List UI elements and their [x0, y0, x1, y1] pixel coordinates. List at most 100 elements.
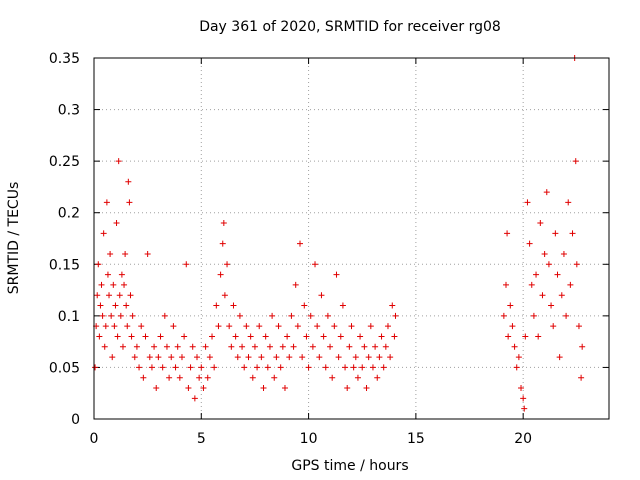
x-axis-label: GPS time / hours: [291, 458, 408, 474]
data-point: [318, 292, 325, 299]
data-point: [220, 220, 227, 227]
y-tick-label: 0.1: [58, 309, 80, 325]
data-point: [539, 292, 546, 299]
data-point: [286, 354, 293, 361]
data-point: [509, 323, 516, 330]
data-point: [122, 250, 129, 257]
data-point: [312, 261, 319, 268]
data-point: [342, 364, 349, 371]
data-point: [521, 405, 528, 412]
data-point: [258, 354, 265, 361]
data-point: [273, 354, 280, 361]
data-point: [292, 281, 299, 288]
data-point: [504, 230, 511, 237]
data-point: [365, 354, 372, 361]
data-point: [575, 323, 582, 330]
data-point: [119, 343, 126, 350]
x-tick-label: 20: [514, 431, 532, 447]
data-point: [348, 323, 355, 330]
data-point: [110, 281, 117, 288]
data-point: [181, 333, 188, 340]
data-point: [243, 323, 250, 330]
data-point: [543, 189, 550, 196]
data-point: [166, 374, 173, 381]
data-point: [545, 261, 552, 268]
plot-frame: [93, 57, 610, 420]
data-point: [363, 385, 370, 392]
data-point: [189, 343, 196, 350]
data-point: [372, 343, 379, 350]
data-point: [513, 364, 520, 371]
data-point: [254, 364, 261, 371]
data-point: [123, 302, 130, 309]
data-point: [264, 364, 271, 371]
data-point: [550, 323, 557, 330]
data-point: [307, 312, 314, 319]
data-point: [526, 240, 533, 247]
data-point: [104, 271, 111, 278]
data-point: [245, 354, 252, 361]
data-point: [262, 333, 269, 340]
data-point: [163, 343, 170, 350]
data-point: [151, 343, 158, 350]
data-point: [297, 240, 303, 247]
data-point: [118, 271, 125, 278]
data-point: [111, 323, 118, 330]
data-point: [522, 333, 529, 340]
data-point: [301, 302, 308, 309]
data-point: [200, 385, 207, 392]
data-point: [126, 199, 133, 206]
data-point: [226, 323, 233, 330]
data-point: [359, 364, 366, 371]
data-point: [174, 343, 181, 350]
data-point: [157, 333, 164, 340]
data-point: [116, 292, 123, 299]
data-point: [558, 292, 565, 299]
data-point: [277, 364, 284, 371]
data-point: [109, 354, 116, 361]
data-point: [552, 230, 559, 237]
data-point: [284, 333, 291, 340]
data-point: [572, 158, 579, 165]
data-point: [387, 354, 394, 361]
data-point: [380, 364, 387, 371]
data-point: [136, 364, 143, 371]
data-point: [202, 343, 209, 350]
data-point: [117, 312, 124, 319]
data-point: [309, 343, 316, 350]
data-point: [97, 302, 104, 309]
data-point: [537, 220, 544, 227]
data-point: [98, 281, 105, 288]
data-point: [161, 312, 168, 319]
data-point: [335, 354, 342, 361]
data-point: [339, 302, 346, 309]
data-point: [187, 364, 194, 371]
data-point: [172, 364, 179, 371]
data-point: [204, 374, 211, 381]
data-point: [125, 178, 132, 185]
data-point: [556, 354, 563, 361]
data-point: [305, 364, 312, 371]
data-point: [102, 323, 109, 330]
data-point: [503, 281, 509, 288]
data-point: [569, 230, 576, 237]
data-point: [322, 364, 329, 371]
data-point: [357, 333, 364, 340]
data-point: [232, 333, 239, 340]
data-point: [350, 364, 357, 371]
x-tick-label: 0: [90, 431, 99, 447]
data-point: [183, 261, 190, 268]
data-point: [239, 343, 246, 350]
data-point: [198, 364, 205, 371]
data-point: [114, 333, 121, 340]
data-point: [168, 354, 175, 361]
data-point: [567, 281, 574, 288]
data-point: [320, 333, 327, 340]
data-point: [92, 364, 99, 371]
data-point: [520, 395, 527, 402]
data-point: [185, 385, 192, 392]
data-point: [170, 323, 177, 330]
data-point: [352, 354, 359, 361]
data-point: [221, 292, 228, 299]
data-point: [271, 374, 278, 381]
